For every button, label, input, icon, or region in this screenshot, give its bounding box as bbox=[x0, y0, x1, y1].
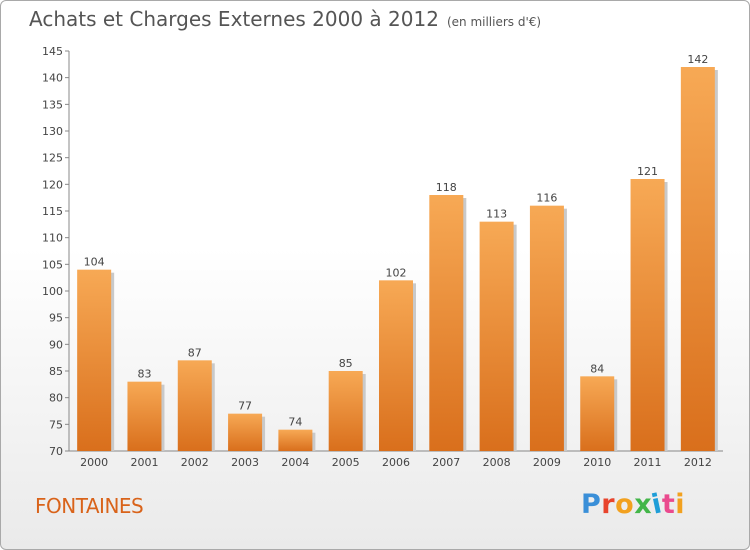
bar-2000 bbox=[77, 269, 112, 451]
y-tick-label: 135 bbox=[42, 98, 63, 111]
bar-2004 bbox=[278, 429, 313, 451]
bars bbox=[77, 67, 718, 451]
bar-2012 bbox=[680, 67, 715, 451]
bar-2008 bbox=[479, 221, 514, 451]
value-label: 87 bbox=[188, 346, 202, 359]
x-tick-label: 2006 bbox=[382, 456, 410, 469]
proxiti-logo[interactable]: Proxiti bbox=[581, 488, 686, 520]
chart-title-text: Achats et Charges Externes 2000 à 2012 bbox=[29, 7, 439, 31]
value-label: 118 bbox=[436, 181, 457, 194]
x-tick-label: 2004 bbox=[281, 456, 309, 469]
value-labels: 104 83 87 77 74 85 102 118 113 116 84 121 142 bbox=[84, 53, 709, 429]
bar-2003 bbox=[228, 413, 263, 451]
value-label: 84 bbox=[590, 362, 604, 375]
bar-2011 bbox=[630, 179, 665, 451]
y-tick-label: 90 bbox=[49, 338, 63, 351]
y-tick-label: 85 bbox=[49, 365, 63, 378]
y-tick-label: 145 bbox=[42, 45, 63, 58]
bar-2007 bbox=[429, 195, 464, 451]
x-tick-label: 2005 bbox=[332, 456, 360, 469]
x-tick-label: 2002 bbox=[181, 456, 209, 469]
logo-letter: x bbox=[634, 489, 653, 520]
value-label: 121 bbox=[637, 165, 658, 178]
y-tick-label: 115 bbox=[42, 205, 63, 218]
value-label: 113 bbox=[486, 208, 507, 221]
x-tick-label: 2007 bbox=[432, 456, 460, 469]
x-tick-label: 2001 bbox=[130, 456, 158, 469]
logo-letter: r bbox=[601, 489, 616, 520]
y-tick-label: 80 bbox=[49, 392, 63, 405]
x-tick-label: 2003 bbox=[231, 456, 259, 469]
bar-2002 bbox=[177, 360, 212, 451]
value-label: 83 bbox=[137, 368, 151, 381]
chart-title: Achats et Charges Externes 2000 à 2012 (e… bbox=[29, 7, 541, 31]
y-tick-label: 105 bbox=[42, 258, 63, 271]
city-name: FONTAINES bbox=[35, 494, 144, 518]
y-tick-label: 120 bbox=[42, 178, 63, 191]
logo-letter: P bbox=[581, 489, 602, 520]
bar-2009 bbox=[529, 205, 564, 451]
chart-subtitle: (en milliers d'€) bbox=[446, 15, 542, 29]
x-tick-label: 2012 bbox=[684, 456, 712, 469]
y-axis: 70 75 80 85 90 95 100 105 110 115 120 125 130 135 140 1… bbox=[42, 45, 70, 458]
y-tick-label: 140 bbox=[42, 72, 63, 85]
value-label: 102 bbox=[386, 266, 407, 279]
bar-2001 bbox=[127, 381, 162, 451]
bar-2006 bbox=[379, 280, 413, 451]
logo-letter: i bbox=[675, 489, 686, 520]
x-tick-label: 2009 bbox=[533, 456, 561, 469]
value-label: 77 bbox=[238, 400, 252, 413]
x-tick-label: 2008 bbox=[483, 456, 511, 469]
logo-letter: o bbox=[615, 489, 635, 520]
value-label: 142 bbox=[687, 53, 708, 66]
value-label: 116 bbox=[536, 192, 557, 205]
x-tick-label: 2000 bbox=[80, 456, 108, 469]
value-label: 104 bbox=[84, 256, 105, 269]
y-tick-label: 70 bbox=[49, 445, 63, 458]
y-tick-label: 100 bbox=[42, 285, 63, 298]
value-label: 85 bbox=[339, 357, 353, 370]
y-tick-label: 95 bbox=[49, 312, 63, 325]
y-tick-label: 75 bbox=[49, 418, 63, 431]
bar-2005 bbox=[328, 371, 363, 451]
x-axis: 2000 2001 2002 2003 2004 2005 2006 2007 2008 2009… bbox=[69, 450, 723, 469]
x-tick-label: 2011 bbox=[634, 456, 662, 469]
y-tick-label: 125 bbox=[42, 152, 63, 165]
bar-2010 bbox=[580, 376, 615, 451]
value-label: 74 bbox=[288, 416, 302, 429]
logo-letter: t bbox=[661, 489, 676, 520]
y-tick-label: 110 bbox=[42, 232, 63, 245]
x-tick-label: 2010 bbox=[583, 456, 611, 469]
y-tick-label: 130 bbox=[42, 125, 63, 138]
